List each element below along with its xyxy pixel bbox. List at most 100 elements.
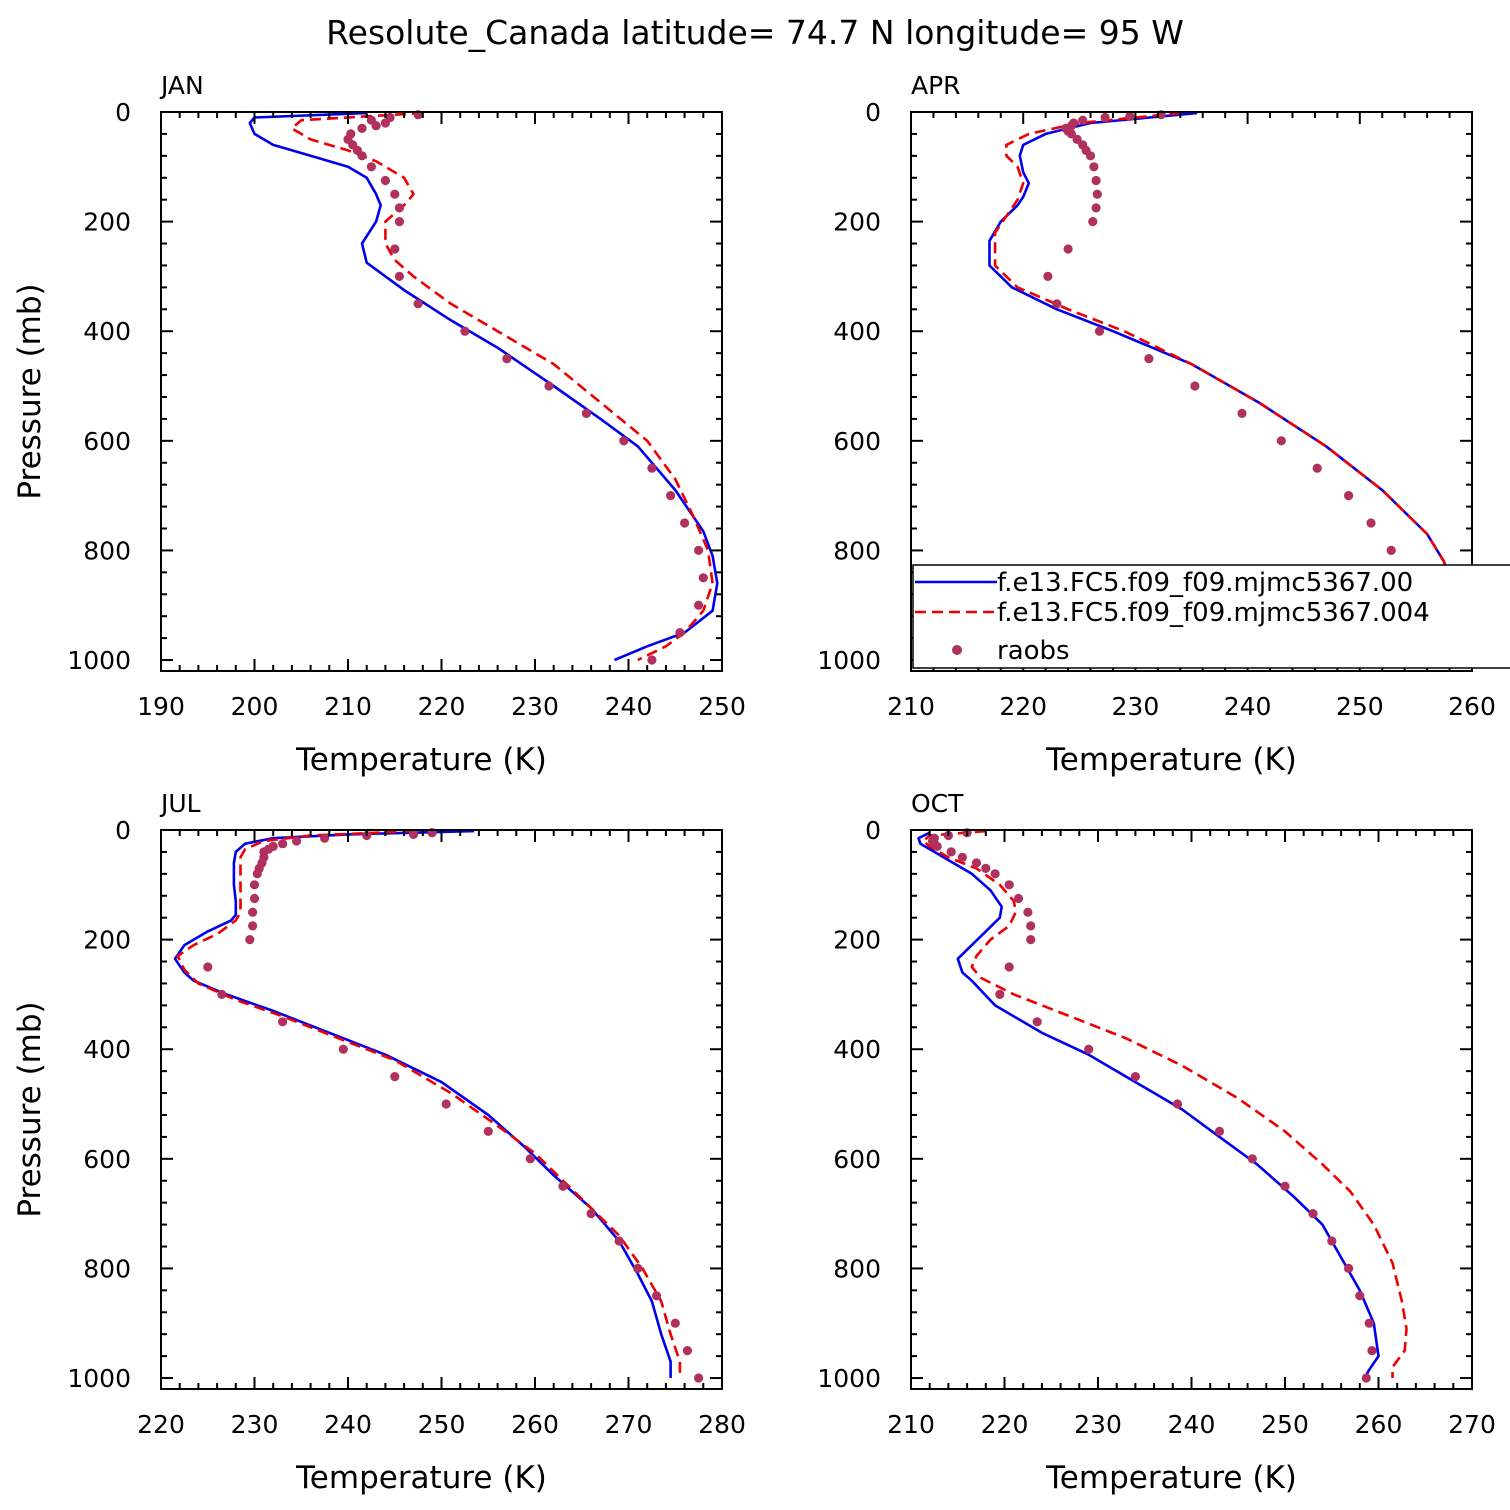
raobs-point <box>1367 1346 1377 1356</box>
y-tick-label: 400 <box>83 1035 131 1064</box>
plot-area <box>248 110 719 665</box>
y-tick-label: 400 <box>833 317 881 346</box>
raobs-point <box>357 123 367 133</box>
y-tick-label: 600 <box>833 427 881 456</box>
raobs-point <box>957 852 968 863</box>
raobs-point <box>1043 271 1053 281</box>
y-tick-label: 200 <box>833 926 881 955</box>
raobs-point <box>694 545 704 556</box>
x-tick-label: 240 <box>1224 692 1272 721</box>
raobs-point <box>249 893 260 904</box>
y-tick-label: 600 <box>833 1145 881 1174</box>
x-tick-label: 220 <box>137 1410 185 1439</box>
raobs-point <box>586 1209 596 1219</box>
raobs-point <box>651 1291 662 1301</box>
x-tick-label: 260 <box>1355 1410 1403 1439</box>
y-tick-label: 0 <box>865 98 881 127</box>
raobs-point <box>380 175 390 186</box>
plot-frame <box>910 111 1473 672</box>
raobs-point <box>1327 1236 1337 1246</box>
raobs-point <box>1100 112 1110 123</box>
panel-label: JUL <box>159 789 201 818</box>
panels: 190 200 210 220 230 240 250 0 200 400 600 800 1000 JA… <box>12 71 1510 1496</box>
plot-frame <box>160 111 723 672</box>
y-tick-label: 600 <box>83 1145 131 1174</box>
raobs-point <box>1308 1209 1318 1219</box>
legend-box <box>912 564 1510 669</box>
raobs-point <box>366 162 376 172</box>
raobs-point <box>278 839 288 849</box>
series-raobs <box>203 828 704 1383</box>
raobs-point <box>1066 129 1076 139</box>
raobs-point <box>1280 1181 1290 1191</box>
y-tick-label: 0 <box>865 816 881 845</box>
series-line-model1 <box>248 111 719 662</box>
x-tick-label: 270 <box>605 1410 653 1439</box>
raobs-point <box>647 655 657 665</box>
raobs-point <box>1091 203 1101 213</box>
raobs-point <box>1364 1318 1374 1328</box>
raobs-point <box>1004 880 1014 890</box>
y-tick-label: 1000 <box>817 646 881 675</box>
raobs-point <box>682 1346 693 1356</box>
raobs-point <box>217 989 227 1000</box>
raobs-point <box>932 841 942 852</box>
x-tick-label: 220 <box>981 1410 1029 1439</box>
raobs-point <box>338 1044 348 1054</box>
x-tick-label: 230 <box>511 692 559 721</box>
y-tick-label: 400 <box>833 1035 881 1064</box>
x-axis-label: Temperature (K) <box>1045 1460 1297 1496</box>
x-tick-label: 270 <box>1448 1410 1496 1439</box>
raobs-point <box>394 271 404 281</box>
raobs-point <box>1052 299 1062 309</box>
legend-label: f.e13.FC5.f09_f09.mjmc5367.00 <box>997 568 1413 598</box>
raobs-point <box>1084 1044 1094 1054</box>
x-tick-label: 240 <box>1168 1410 1216 1439</box>
raobs-point <box>1013 893 1024 904</box>
raobs-point <box>203 962 213 972</box>
raobs-point <box>390 244 400 254</box>
raobs-point <box>544 381 554 391</box>
raobs-point <box>380 118 390 128</box>
raobs-point <box>1344 491 1354 501</box>
x-axis-label: Temperature (K) <box>295 1460 547 1496</box>
x-tick-label: 210 <box>324 692 372 721</box>
series-line-model2 <box>921 829 1408 1378</box>
raobs-point <box>1094 326 1105 336</box>
series-raobs <box>927 828 1377 1383</box>
raobs-point <box>670 1318 680 1328</box>
raobs-point <box>1386 545 1396 556</box>
raobs-point <box>408 829 419 840</box>
x-tick-label: 210 <box>887 692 935 721</box>
x-tick-label: 230 <box>1074 1410 1122 1439</box>
raobs-point <box>581 408 592 418</box>
raobs-point <box>680 518 690 528</box>
raobs-point <box>357 151 367 161</box>
y-tick-label: 200 <box>83 926 131 955</box>
y-tick-label: 800 <box>833 1254 881 1283</box>
panel-label: OCT <box>911 789 964 818</box>
raobs-point <box>1032 1017 1042 1027</box>
raobs-point <box>413 299 423 309</box>
panel-oct: 210 220 230 240 250 260 270 0 200 400 600 800 1000 OC… <box>817 789 1495 1496</box>
raobs-point <box>995 989 1005 1000</box>
raobs-point <box>1237 408 1247 418</box>
series-line-model2 <box>290 111 714 662</box>
raobs-point <box>694 600 704 610</box>
raobs-point <box>394 217 404 227</box>
raobs-point <box>245 935 255 945</box>
raobs-point <box>694 1373 704 1383</box>
raobs-point <box>1089 162 1099 172</box>
x-axis-label: Temperature (K) <box>1045 742 1297 778</box>
raobs-point <box>460 326 470 336</box>
y-axis-label: Pressure (mb) <box>12 1001 48 1217</box>
x-tick-label: 210 <box>887 1410 935 1439</box>
y-tick-label: 600 <box>83 427 131 456</box>
x-tick-label: 240 <box>324 1410 372 1439</box>
raobs-point <box>1091 175 1101 186</box>
x-tick-label: 250 <box>418 1410 466 1439</box>
x-tick-label: 260 <box>1448 692 1496 721</box>
raobs-point <box>971 858 982 868</box>
raobs-point <box>614 1236 624 1246</box>
